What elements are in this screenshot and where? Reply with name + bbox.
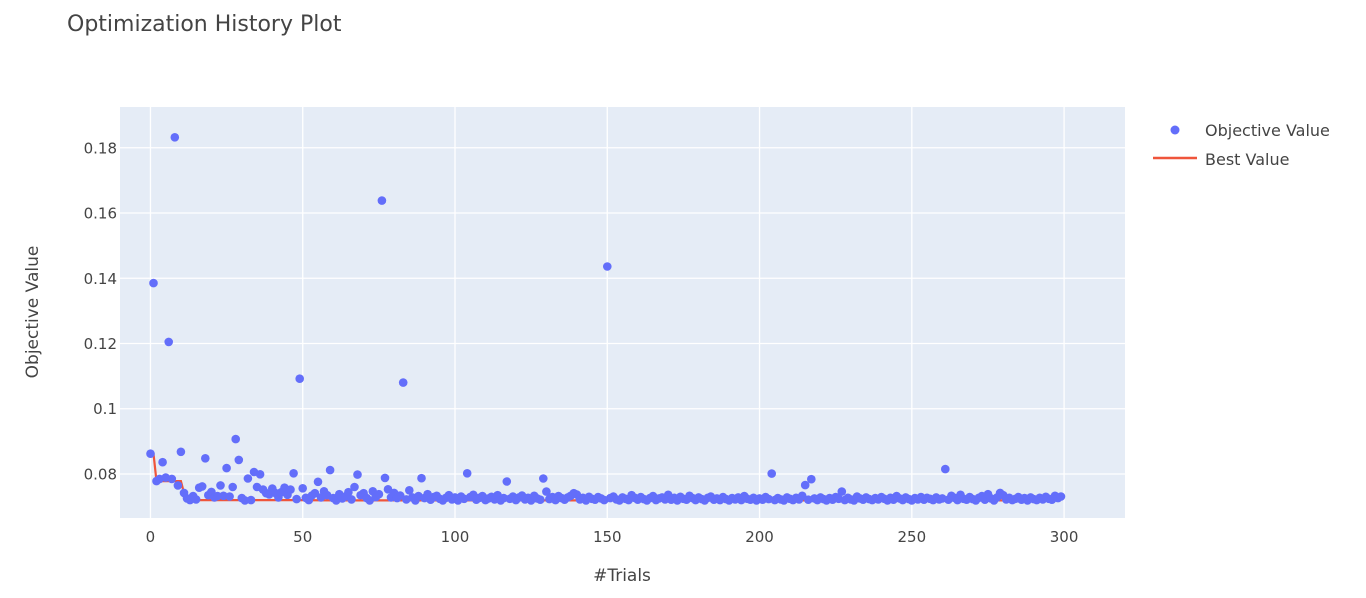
data-point[interactable] <box>173 481 183 490</box>
y-gridlines <box>120 147 1125 475</box>
data-point[interactable] <box>295 374 305 384</box>
x-tick-label: 150 <box>593 528 622 546</box>
data-point[interactable] <box>350 482 359 492</box>
data-point[interactable] <box>164 337 173 347</box>
data-point[interactable] <box>170 133 180 142</box>
legend-marker-objective-value <box>1170 125 1180 135</box>
x-tick-label: 100 <box>441 528 470 546</box>
data-point[interactable] <box>797 491 807 501</box>
data-point[interactable] <box>201 454 210 463</box>
data-point[interactable] <box>234 455 244 465</box>
x-tick-label: 0 <box>146 528 156 546</box>
data-point[interactable] <box>353 470 362 479</box>
data-point[interactable] <box>289 469 298 478</box>
objective-value-series <box>146 133 1066 505</box>
data-point[interactable] <box>225 492 234 501</box>
data-point[interactable] <box>191 495 201 504</box>
y-tick-label: 0.12 <box>84 335 117 353</box>
data-point[interactable] <box>417 473 426 483</box>
data-point[interactable] <box>398 378 408 387</box>
data-point[interactable] <box>837 487 847 496</box>
data-point[interactable] <box>231 434 240 444</box>
data-point[interactable] <box>243 474 253 483</box>
data-point[interactable] <box>462 469 472 478</box>
x-tick-label: 200 <box>745 528 774 546</box>
legend-item-objective-value[interactable]: Objective Value <box>1170 121 1330 140</box>
data-point[interactable] <box>216 481 225 490</box>
data-point[interactable] <box>377 196 387 205</box>
x-tick-label: 300 <box>1050 528 1079 546</box>
y-tick-label: 0.18 <box>84 139 117 157</box>
legend: Objective Value Best Value <box>1153 121 1330 169</box>
data-point[interactable] <box>536 495 545 505</box>
data-point[interactable] <box>374 489 384 499</box>
y-tick-labels: 0.08 0.1 0.12 0.14 0.16 0.18 <box>84 139 117 483</box>
data-point[interactable] <box>286 485 295 494</box>
data-point[interactable] <box>800 480 810 490</box>
data-point[interactable] <box>298 484 308 493</box>
data-point[interactable] <box>176 447 186 457</box>
data-point[interactable] <box>807 474 816 484</box>
y-tick-label: 0.1 <box>93 400 117 418</box>
data-point[interactable] <box>539 474 548 483</box>
data-point[interactable] <box>158 457 167 467</box>
data-point[interactable] <box>603 262 612 271</box>
data-point[interactable] <box>405 486 414 495</box>
data-point[interactable] <box>941 464 950 474</box>
y-tick-label: 0.08 <box>84 465 117 483</box>
data-point[interactable] <box>197 482 207 491</box>
legend-label-objective-value: Objective Value <box>1205 121 1330 140</box>
data-point[interactable] <box>502 477 512 486</box>
y-tick-label: 0.16 <box>84 205 117 223</box>
data-point[interactable] <box>292 494 301 504</box>
data-point[interactable] <box>325 465 335 475</box>
data-point[interactable] <box>255 470 265 479</box>
x-tick-label: 50 <box>293 528 312 546</box>
legend-label-best-value: Best Value <box>1205 150 1289 169</box>
legend-item-best-value[interactable]: Best Value <box>1153 150 1289 169</box>
x-axis-title: #Trials <box>593 566 651 586</box>
data-point[interactable] <box>240 496 250 505</box>
data-point[interactable] <box>167 474 177 484</box>
data-point[interactable] <box>222 463 231 473</box>
y-axis-title: Objective Value <box>23 246 43 379</box>
data-point[interactable] <box>767 469 776 478</box>
data-point[interactable] <box>1056 492 1066 501</box>
data-point[interactable] <box>542 487 551 496</box>
data-point[interactable] <box>395 491 405 500</box>
data-point[interactable] <box>313 477 323 487</box>
data-point[interactable] <box>344 487 353 497</box>
y-tick-label: 0.14 <box>84 270 117 288</box>
chart-title: Optimization History Plot <box>67 12 342 37</box>
data-point[interactable] <box>146 449 155 459</box>
data-point[interactable] <box>310 488 320 498</box>
data-point[interactable] <box>380 473 390 483</box>
data-point[interactable] <box>228 482 237 492</box>
plot-area <box>120 107 1125 518</box>
data-point[interactable] <box>347 495 356 504</box>
x-tick-label: 250 <box>897 528 926 546</box>
data-point[interactable] <box>246 495 256 505</box>
data-point[interactable] <box>149 278 158 288</box>
x-tick-labels: 0 50 100 150 200 250 300 <box>146 528 1079 546</box>
x-gridlines <box>149 107 1065 518</box>
